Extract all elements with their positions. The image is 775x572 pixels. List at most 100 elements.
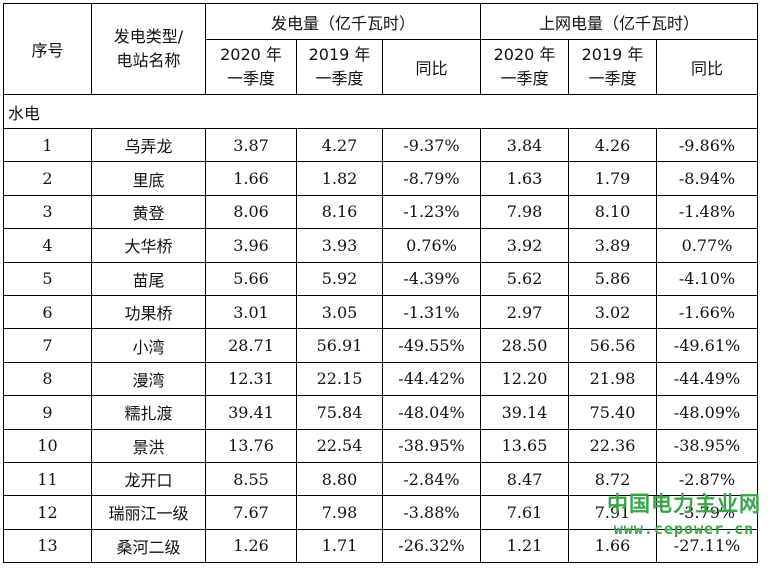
cell-gen-2019: 75.84 <box>296 395 383 430</box>
table-row: 10 景洪 13.76 22.54 -38.95% 13.65 22.36 -38.95% <box>3 428 758 463</box>
table-row: 3 黄登 8.06 8.16 -1.23% 7.98 8.10 -1.48% <box>3 194 758 230</box>
cell-gen-2019: 8.16 <box>296 194 383 230</box>
cell-gen-yoy: -48.04% <box>382 395 481 430</box>
cell-seq: 7 <box>3 328 92 363</box>
cell-grid-2019: 21.98 <box>568 361 657 397</box>
cell-grid-2019: 4.26 <box>568 127 657 163</box>
cell-grid-yoy: -8.94% <box>656 161 758 196</box>
cell-grid-2020: 7.61 <box>480 495 569 530</box>
cell-gen-2020: 1.66 <box>205 161 297 196</box>
cell-grid-2020: 3.84 <box>480 127 569 163</box>
cell-gen-yoy: -2.84% <box>382 461 481 497</box>
cell-gen-2019: 7.98 <box>296 495 383 530</box>
cell-gen-yoy: -1.23% <box>382 194 481 230</box>
section-hydropower: 水电 <box>3 94 758 129</box>
cell-grid-2019: 1.79 <box>568 161 657 196</box>
cell-station-name: 桑河二级 <box>91 528 206 564</box>
cell-gen-2020: 8.06 <box>205 194 297 230</box>
cell-gen-yoy: -8.79% <box>382 161 481 196</box>
table-row: 9 糯扎渡 39.41 75.84 -48.04% 39.14 75.40 -48.09% <box>3 395 758 430</box>
cell-gen-2020: 8.55 <box>205 461 297 497</box>
cell-gen-yoy: 0.76% <box>382 228 481 263</box>
cell-grid-yoy: -9.86% <box>656 127 758 163</box>
table-header: 序号 发电类型/ 电站名称 发电量（亿千瓦时） 上网电量（亿千瓦时） 2020 … <box>3 3 758 95</box>
cell-seq: 13 <box>3 528 92 564</box>
header-grid-2020-line1: 2020 年 <box>493 45 556 64</box>
cell-station-name: 漫湾 <box>91 361 206 397</box>
cell-gen-yoy: -9.37% <box>382 127 481 163</box>
cell-station-name: 大华桥 <box>91 228 206 263</box>
cell-gen-2020: 13.76 <box>205 428 297 463</box>
table-row: 2 里底 1.66 1.82 -8.79% 1.63 1.79 -8.94% <box>3 161 758 196</box>
cell-grid-yoy: -1.48% <box>656 194 758 230</box>
cell-gen-2019: 3.05 <box>296 294 383 330</box>
cell-grid-yoy: -27.11% <box>656 528 758 564</box>
cell-grid-2019: 1.66 <box>568 528 657 564</box>
table-row: 4 大华桥 3.96 3.93 0.76% 3.92 3.89 0.77% <box>3 228 758 263</box>
cell-gen-2019: 5.92 <box>296 261 383 296</box>
cell-seq: 3 <box>3 194 92 230</box>
cell-grid-yoy: -4.10% <box>656 261 758 296</box>
cell-grid-2020: 5.62 <box>480 261 569 296</box>
header-gen-2019-line1: 2019 年 <box>308 45 371 64</box>
cell-gen-yoy: -38.95% <box>382 428 481 463</box>
cell-gen-2020: 5.66 <box>205 261 297 296</box>
cell-station-name: 里底 <box>91 161 206 196</box>
cell-seq: 5 <box>3 261 92 296</box>
cell-grid-2020: 39.14 <box>480 395 569 430</box>
cell-gen-2019: 56.91 <box>296 328 383 363</box>
cell-gen-2019: 1.71 <box>296 528 383 564</box>
cell-grid-yoy: 0.77% <box>656 228 758 263</box>
cell-station-name: 功果桥 <box>91 294 206 330</box>
header-gen-2020-line2: 一季度 <box>226 69 275 88</box>
cell-grid-2019: 22.36 <box>568 428 657 463</box>
table-row: 8 漫湾 12.31 22.15 -44.42% 12.20 21.98 -44.49% <box>3 361 758 397</box>
cell-station-name: 龙开口 <box>91 461 206 497</box>
cell-gen-2019: 8.80 <box>296 461 383 497</box>
header-grid-2019-line1: 2019 年 <box>581 45 644 64</box>
cell-station-name: 黄登 <box>91 194 206 230</box>
header-gen-yoy: 同比 <box>382 39 481 95</box>
cell-gen-2020: 12.31 <box>205 361 297 397</box>
cell-grid-2020: 8.47 <box>480 461 569 497</box>
cell-station-name: 苗尾 <box>91 261 206 296</box>
table-row: 11 龙开口 8.55 8.80 -2.84% 8.47 8.72 -2.87% <box>3 461 758 497</box>
header-type-line1: 发电类型/ <box>113 27 184 46</box>
header-gen-2019: 2019 年 一季度 <box>296 39 383 95</box>
cell-grid-2020: 7.98 <box>480 194 569 230</box>
cell-seq: 4 <box>3 228 92 263</box>
header-grid-2020: 2020 年 一季度 <box>480 39 569 95</box>
cell-gen-2020: 1.26 <box>205 528 297 564</box>
table-row: 5 苗尾 5.66 5.92 -4.39% 5.62 5.86 -4.10% <box>3 261 758 296</box>
cell-grid-yoy: -38.95% <box>656 428 758 463</box>
cell-grid-yoy: -3.79% <box>656 495 758 530</box>
table-body: 水电 1 乌弄龙 3.87 4.27 -9.37% 3.84 4.26 -9.86% 2 里底 1.… <box>3 94 758 564</box>
cell-gen-2019: 1.82 <box>296 161 383 196</box>
cell-gen-yoy: -44.42% <box>382 361 481 397</box>
header-grid-2019-line2: 一季度 <box>588 69 637 88</box>
cell-station-name: 乌弄龙 <box>91 127 206 163</box>
header-grid-2019: 2019 年 一季度 <box>568 39 657 95</box>
cell-grid-yoy: -44.49% <box>656 361 758 397</box>
cell-grid-2020: 1.21 <box>480 528 569 564</box>
cell-grid-2019: 3.89 <box>568 228 657 263</box>
cell-gen-2019: 3.93 <box>296 228 383 263</box>
header-gen-2020: 2020 年 一季度 <box>205 39 297 95</box>
cell-gen-yoy: -26.32% <box>382 528 481 564</box>
cell-seq: 8 <box>3 361 92 397</box>
cell-grid-2019: 3.02 <box>568 294 657 330</box>
cell-gen-yoy: -4.39% <box>382 261 481 296</box>
cell-station-name: 景洪 <box>91 428 206 463</box>
cell-grid-2019: 75.40 <box>568 395 657 430</box>
cell-grid-2019: 56.56 <box>568 328 657 363</box>
cell-gen-2020: 3.01 <box>205 294 297 330</box>
cell-gen-2020: 28.71 <box>205 328 297 363</box>
header-generation-group: 发电量（亿千瓦时） <box>205 3 481 40</box>
cell-gen-2020: 3.87 <box>205 127 297 163</box>
cell-gen-2019: 4.27 <box>296 127 383 163</box>
cell-gen-2019: 22.54 <box>296 428 383 463</box>
cell-seq: 12 <box>3 495 92 530</box>
table-row: 12 瑞丽江一级 7.67 7.98 -3.88% 7.61 7.91 -3.79% <box>3 495 758 530</box>
cell-grid-2020: 1.63 <box>480 161 569 196</box>
cell-grid-2019: 8.10 <box>568 194 657 230</box>
